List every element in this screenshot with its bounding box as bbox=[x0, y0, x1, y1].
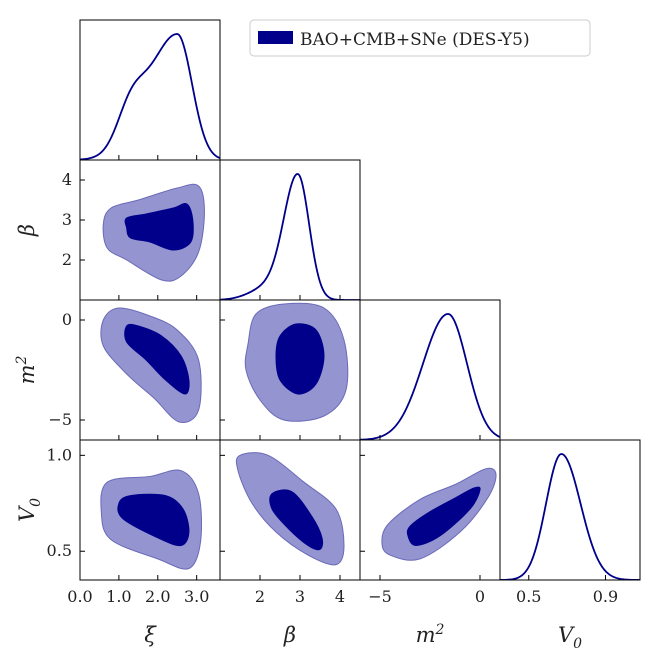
x-tick-label-beta: 4 bbox=[335, 587, 345, 606]
x-tick-label-xi: 1.0 bbox=[106, 587, 131, 606]
x-tick-label-xi: 0.0 bbox=[67, 587, 92, 606]
y-tick-label-m2: 0 bbox=[62, 310, 72, 329]
y-tick-label-V0: 1.0 bbox=[47, 445, 72, 464]
y-tick-label-beta: 3 bbox=[62, 210, 72, 229]
panel-frame-V0-V0 bbox=[499, 439, 641, 581]
marginal-curve-xi bbox=[80, 33, 220, 160]
axis-labels-layer: 0.0 1.0 2.0 3.0 ξ 2 3 4 β −5 0 m2 0.5 0.9 V0 2 3 4 β −5 0 m2 0… bbox=[14, 170, 618, 652]
y-tick-label-V0: 0.5 bbox=[47, 541, 72, 560]
x-axis-label-xi: ξ bbox=[144, 623, 157, 647]
panel-frame-beta-beta bbox=[219, 159, 361, 301]
legend-swatch bbox=[258, 31, 293, 44]
x-tick-label-m2: −5 bbox=[368, 587, 392, 606]
marginal-curve-beta bbox=[220, 173, 360, 300]
y-axis-label-V0: V0 bbox=[15, 498, 44, 522]
y-tick-label-beta: 4 bbox=[62, 170, 72, 189]
contour-panel-xi-m2 bbox=[100, 307, 202, 423]
contour-panel-m2-V0 bbox=[381, 467, 497, 561]
marginal-curve-m2 bbox=[360, 313, 500, 440]
contour-panel-xi-beta bbox=[102, 183, 205, 282]
contour-68-xi-beta bbox=[124, 203, 194, 251]
contour-68-beta-V0 bbox=[269, 489, 324, 551]
legend: BAO+CMB+SNe (DES-Y5) bbox=[249, 19, 591, 57]
panel-frame-m2-m2 bbox=[359, 299, 501, 441]
contour-68-xi-V0 bbox=[117, 493, 190, 547]
x-axis-label-beta: β bbox=[283, 623, 296, 647]
legend-entry-label: BAO+CMB+SNe (DES-Y5) bbox=[300, 30, 530, 50]
x-tick-label-V0: 0.5 bbox=[516, 587, 541, 606]
contour-68-m2-V0 bbox=[406, 486, 481, 546]
x-axis-label-V0: V0 bbox=[558, 623, 582, 652]
y-tick-label-m2: −5 bbox=[48, 410, 72, 429]
legend-frame bbox=[249, 19, 591, 57]
x-tick-label-V0: 0.9 bbox=[593, 587, 618, 606]
contour-68-beta-m2 bbox=[275, 323, 325, 395]
contour-68-xi-m2 bbox=[124, 323, 190, 395]
contour-panel-beta-m2 bbox=[244, 302, 349, 422]
x-tick-label-beta: 2 bbox=[255, 587, 265, 606]
x-tick-label-m2: 0 bbox=[475, 587, 485, 606]
panel-frame-xi-xi bbox=[79, 19, 221, 161]
x-axis-label-m2: m2 bbox=[416, 622, 445, 647]
panels-layer bbox=[79, 19, 641, 581]
y-tick-label-beta: 2 bbox=[62, 250, 72, 269]
y-axis-label-m2: m2 bbox=[14, 356, 39, 385]
x-tick-label-beta: 3 bbox=[295, 587, 305, 606]
x-tick-label-xi: 2.0 bbox=[145, 587, 170, 606]
contour-panel-beta-V0 bbox=[235, 452, 345, 566]
marginal-curve-V0 bbox=[500, 453, 640, 580]
y-axis-label-beta: β bbox=[15, 224, 39, 237]
x-tick-label-xi: 3.0 bbox=[184, 587, 209, 606]
contour-panel-xi-V0 bbox=[100, 469, 203, 570]
